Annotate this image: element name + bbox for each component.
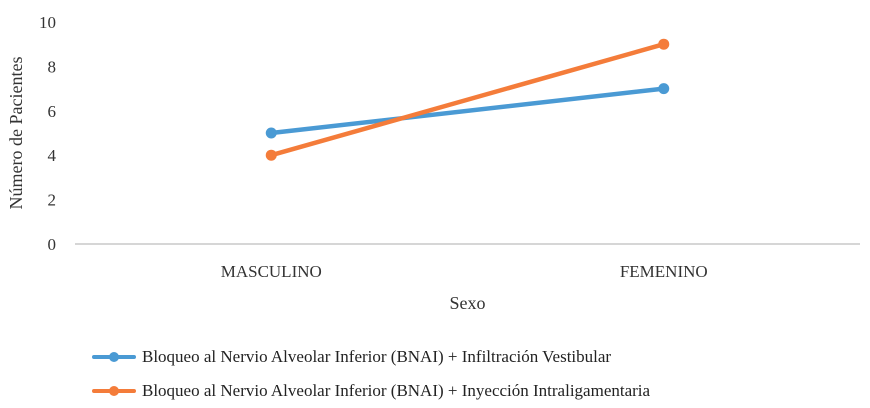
data-point-series-2: [658, 38, 670, 50]
x-axis-ticks: MASCULINO FEMENINO: [221, 262, 708, 281]
legend-label-series-1: Bloqueo al Nervio Alveolar Inferior (BNA…: [142, 347, 612, 366]
data-point-series-1: [658, 83, 670, 95]
legend-swatch-series-1: [92, 349, 136, 365]
x-axis-title: Sexo: [450, 293, 486, 313]
y-tick-label: 2: [48, 191, 57, 210]
y-tick-label: 6: [48, 102, 57, 121]
x-tick-label: FEMENINO: [620, 262, 708, 281]
x-tick-label: MASCULINO: [221, 262, 322, 281]
legend-item-series-1: Bloqueo al Nervio Alveolar Inferior (BNA…: [92, 340, 650, 374]
series-line-2: [269, 41, 666, 158]
y-tick-label: 8: [48, 57, 57, 76]
y-axis-title: Número de Pacientes: [6, 57, 26, 210]
data-point-series-1: [265, 127, 277, 139]
legend-item-series-2: Bloqueo al Nervio Alveolar Inferior (BNA…: [92, 374, 650, 408]
y-tick-label: 0: [48, 235, 57, 254]
legend-swatch-series-2: [92, 383, 136, 399]
legend-label-series-2: Bloqueo al Nervio Alveolar Inferior (BNA…: [142, 381, 651, 400]
y-tick-label: 4: [48, 146, 57, 165]
y-tick-label: 10: [39, 13, 56, 32]
legend: Bloqueo al Nervio Alveolar Inferior (BNA…: [92, 340, 650, 408]
series-layer: [265, 38, 670, 161]
series-line-1: [269, 86, 666, 136]
data-point-series-2: [265, 149, 277, 161]
y-axis-ticks: 0 2 4 6 8 10: [39, 13, 57, 254]
line-chart: 0 2 4 6 8 10 MASCULINO FEMENINO Sexo Número de…: [6, 13, 860, 313]
